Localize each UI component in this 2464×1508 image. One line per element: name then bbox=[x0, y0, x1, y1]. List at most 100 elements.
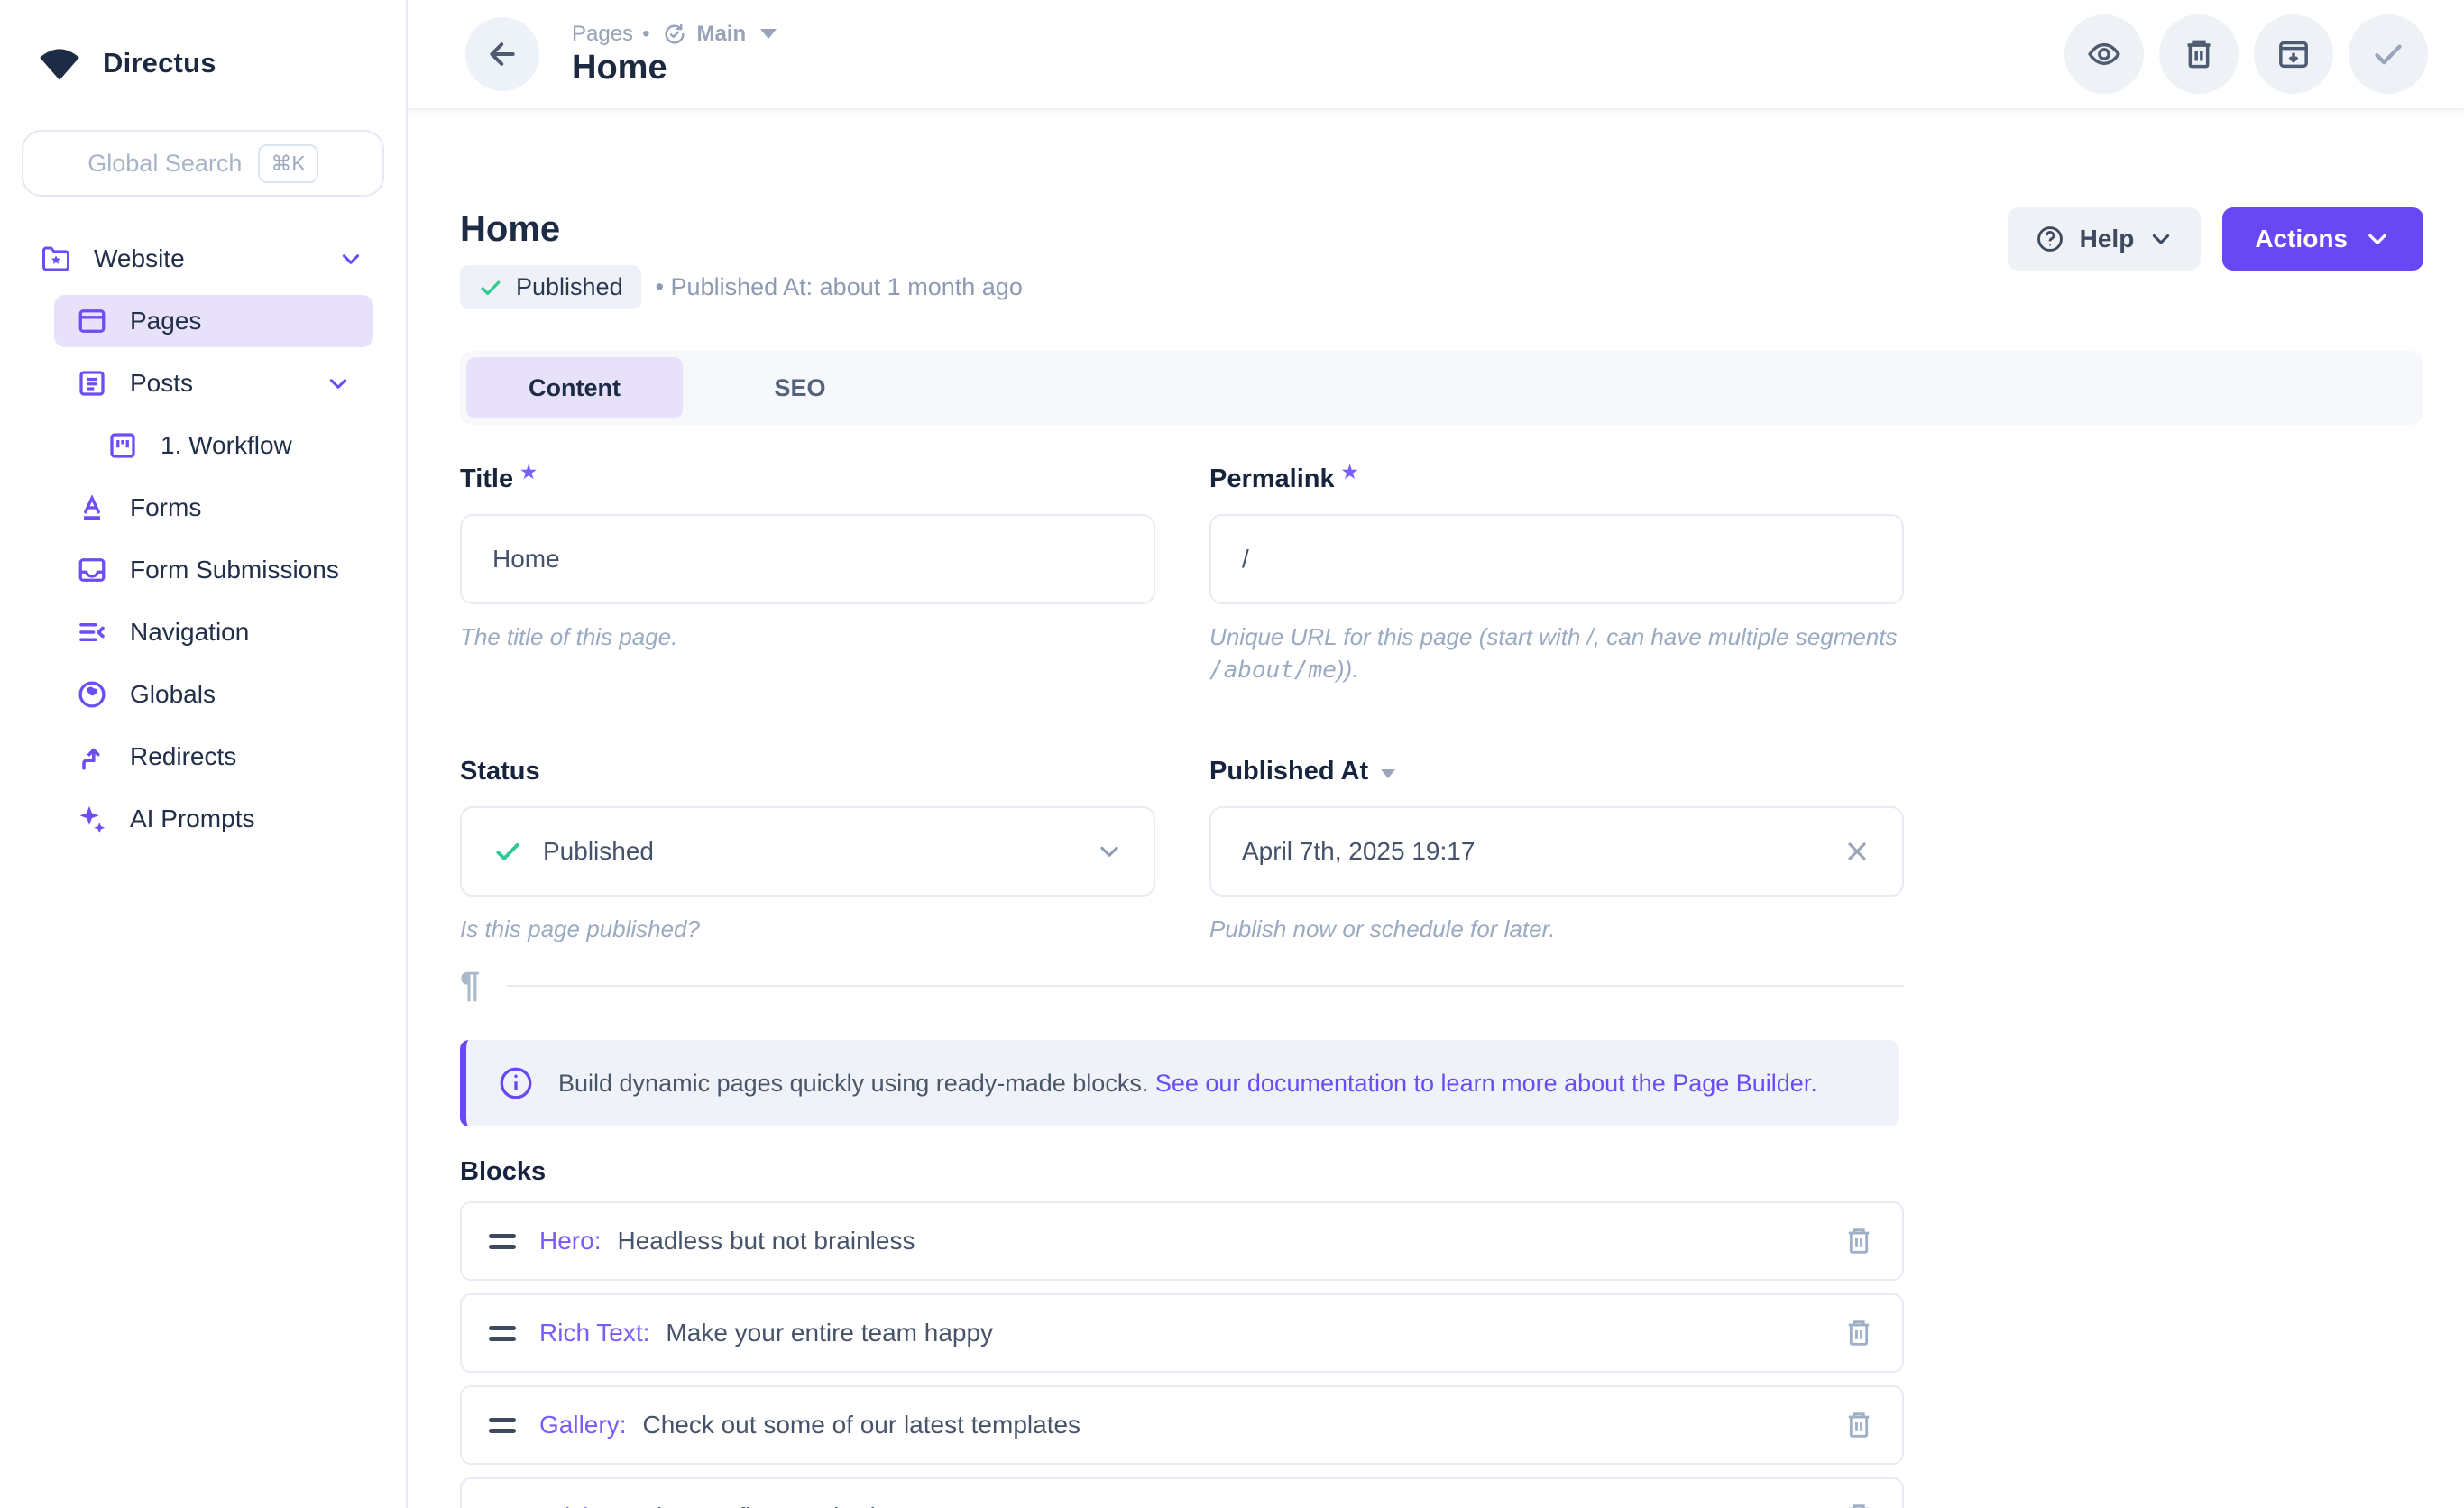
sidebar-item-navigation[interactable]: Navigation bbox=[54, 606, 373, 658]
sidebar-item-label: Form Submissions bbox=[130, 556, 339, 584]
sidebar-item-label: Posts bbox=[130, 369, 194, 397]
sidebar-item-posts[interactable]: Posts bbox=[54, 357, 373, 409]
actions-button[interactable]: Actions bbox=[2222, 207, 2423, 271]
sidebar-item-label: Globals bbox=[130, 680, 216, 708]
help-button-label: Help bbox=[2079, 225, 2135, 253]
status-select[interactable]: Published bbox=[460, 806, 1155, 897]
pilcrow-icon: ¶ bbox=[460, 965, 481, 1005]
block-type-link[interactable]: Gallery: bbox=[539, 1411, 627, 1439]
search-placeholder: Global Search bbox=[87, 149, 243, 177]
letter-a-icon bbox=[83, 494, 101, 520]
permalink-input[interactable]: / bbox=[1209, 514, 1904, 604]
check-icon bbox=[2375, 44, 2402, 65]
sidebar-item-ai-prompts[interactable]: AI Prompts bbox=[54, 793, 373, 845]
sidebar-item-label: Forms bbox=[130, 493, 202, 521]
published-meta: • Published At: about 1 month ago bbox=[655, 273, 1023, 300]
drag-handle-icon[interactable] bbox=[489, 1417, 516, 1433]
sidebar-item-label: Pages bbox=[130, 307, 202, 335]
info-icon bbox=[500, 1067, 532, 1099]
sidebar-nav: Website Pages Posts 1. Workflow Forms bbox=[0, 233, 406, 845]
permalink-note: Unique URL for this page (start with /, … bbox=[1209, 623, 1898, 684]
label-dropdown-icon[interactable] bbox=[1381, 768, 1396, 778]
info-banner: Build dynamic pages quickly using ready-… bbox=[460, 1040, 1899, 1126]
title-label: Title ★ bbox=[460, 463, 538, 493]
title-input[interactable]: Home bbox=[460, 514, 1155, 604]
status-note: Is this page published? bbox=[460, 915, 700, 942]
back-button[interactable] bbox=[465, 17, 539, 91]
status-label: Status bbox=[460, 757, 540, 786]
header-page-title: Home bbox=[572, 48, 667, 87]
archive-button[interactable] bbox=[2254, 14, 2333, 94]
breadcrumb-version[interactable]: Main bbox=[696, 21, 747, 46]
trash-icon[interactable] bbox=[1843, 1225, 1875, 1257]
documentation-link[interactable]: See our documentation to learn more abou… bbox=[1154, 1070, 1817, 1097]
blocks-label: Blocks bbox=[460, 1157, 547, 1186]
delete-button[interactable] bbox=[2159, 14, 2239, 94]
block-text: Plans to fit every budget bbox=[639, 1503, 910, 1508]
kanban-icon bbox=[110, 433, 135, 458]
block-type-link[interactable]: Rich Text: bbox=[539, 1319, 650, 1347]
sparkles-icon bbox=[79, 805, 106, 833]
article-icon bbox=[79, 371, 105, 396]
sidebar-item-label: AI Prompts bbox=[130, 805, 255, 832]
block-row-rich-text[interactable]: Rich Text: Make your entire team happy bbox=[460, 1293, 1904, 1373]
field-status: Status Published Is this page published? bbox=[460, 757, 1155, 945]
globe-icon bbox=[78, 681, 106, 708]
tab-content[interactable]: Content bbox=[466, 357, 683, 418]
block-row-pricing[interactable]: Pricing: Plans to fit every budget bbox=[460, 1477, 1904, 1508]
sidebar-item-redirects[interactable]: Redirects bbox=[54, 731, 373, 783]
help-circle-icon bbox=[2036, 226, 2063, 252]
drag-handle-icon[interactable] bbox=[489, 1233, 516, 1249]
check-icon bbox=[481, 280, 501, 295]
published-at-input[interactable]: April 7th, 2025 19:17 bbox=[1209, 806, 1904, 897]
trash-icon[interactable] bbox=[1843, 1317, 1875, 1349]
clear-icon[interactable] bbox=[1843, 837, 1871, 866]
sidebar-item-globals[interactable]: Globals bbox=[54, 668, 373, 721]
chevron-down-icon bbox=[1100, 846, 1118, 857]
chevron-down-icon[interactable] bbox=[339, 247, 363, 271]
chevron-down-icon bbox=[2153, 234, 2170, 244]
block-text: Headless but not brainless bbox=[617, 1227, 915, 1255]
drag-handle-icon[interactable] bbox=[489, 1325, 516, 1341]
breadcrumb-separator: • bbox=[642, 21, 650, 46]
page-heading-block: Home Published • Published At: about 1 m… bbox=[460, 207, 1023, 309]
page-heading-row: Home Published • Published At: about 1 m… bbox=[460, 207, 2423, 309]
main-area: Pages • Main Home bbox=[408, 0, 2464, 1508]
tab-bar: Content SEO bbox=[460, 351, 2423, 425]
help-button[interactable]: Help bbox=[2007, 207, 2202, 271]
block-text: Check out some of our latest templates bbox=[642, 1411, 1081, 1439]
trash-icon bbox=[2187, 40, 2211, 69]
sidebar-item-workflow[interactable]: 1. Workflow bbox=[85, 419, 373, 472]
save-button[interactable] bbox=[2349, 14, 2428, 94]
eye-icon bbox=[2088, 42, 2120, 66]
preview-button[interactable] bbox=[2064, 14, 2144, 94]
block-type-link[interactable]: Hero: bbox=[539, 1227, 602, 1255]
trash-icon[interactable] bbox=[1843, 1409, 1875, 1441]
sidebar-item-forms[interactable]: Forms bbox=[54, 482, 373, 534]
archive-icon bbox=[2279, 41, 2308, 69]
sidebar-item-label: Navigation bbox=[130, 618, 250, 646]
chevron-down-icon[interactable] bbox=[326, 372, 350, 395]
trash-icon[interactable] bbox=[1843, 1501, 1875, 1508]
sidebar: Directus Global Search ⌘K Website Pages … bbox=[0, 0, 408, 1508]
sidebar-item-pages[interactable]: Pages bbox=[54, 295, 373, 347]
directus-logo-icon bbox=[40, 49, 79, 80]
permalink-label: Permalink ★ bbox=[1209, 463, 1358, 493]
title-note: The title of this page. bbox=[460, 623, 678, 650]
block-row-gallery[interactable]: Gallery: Check out some of our latest te… bbox=[460, 1385, 1904, 1465]
version-dropdown-icon[interactable] bbox=[760, 29, 777, 39]
sidebar-item-website[interactable]: Website bbox=[22, 233, 386, 285]
block-type-link[interactable]: Pricing: bbox=[539, 1503, 623, 1508]
nav-list-icon bbox=[79, 622, 105, 642]
tab-seo[interactable]: SEO bbox=[774, 373, 826, 401]
redirect-icon bbox=[82, 748, 100, 770]
sidebar-item-form-submissions[interactable]: Form Submissions bbox=[54, 544, 373, 596]
published-at-label: Published At bbox=[1209, 757, 1904, 786]
required-star-icon: ★ bbox=[520, 463, 538, 483]
breadcrumb-collection[interactable]: Pages bbox=[572, 21, 634, 46]
block-row-hero[interactable]: Hero: Headless but not brainless bbox=[460, 1201, 1904, 1281]
global-search-input[interactable]: Global Search ⌘K bbox=[22, 130, 384, 197]
folder-star-icon bbox=[42, 246, 69, 271]
header-titles: Pages • Main Home bbox=[572, 22, 777, 87]
